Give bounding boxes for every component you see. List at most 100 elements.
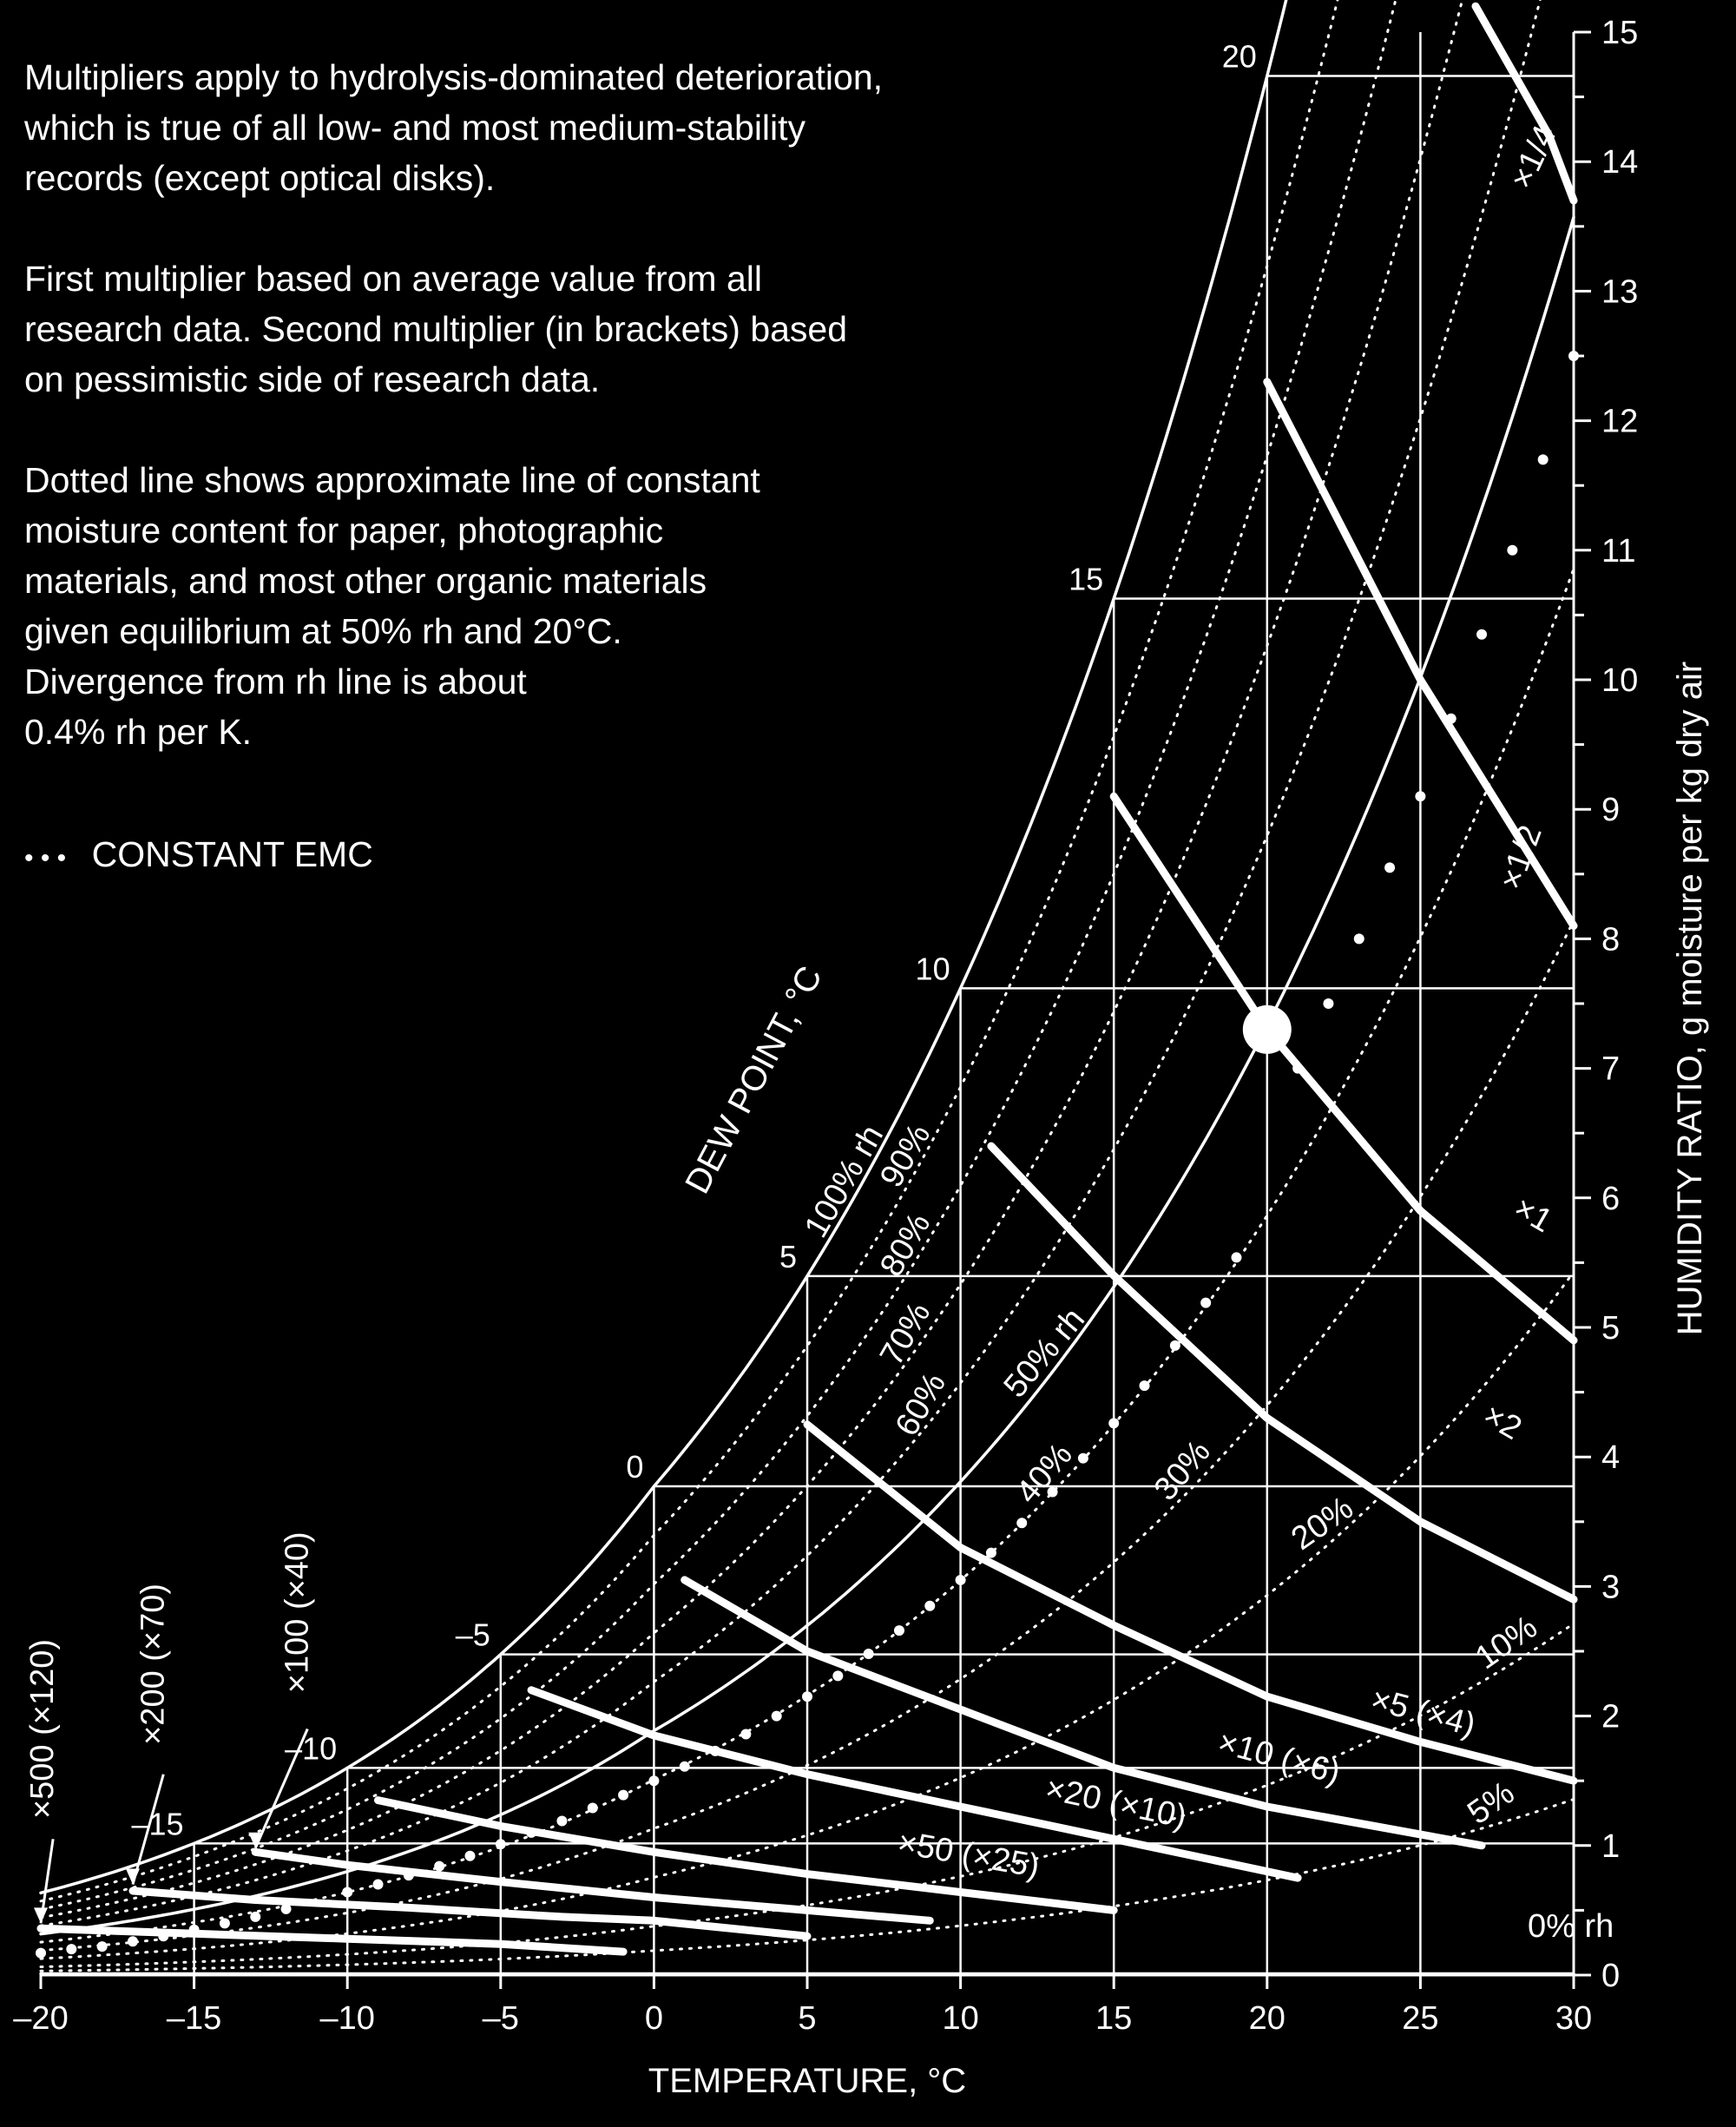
multiplier-curve: [803, 1420, 1578, 1785]
multiplier-curve: [987, 1142, 1578, 1603]
emc-point: [1139, 1380, 1150, 1392]
emc-point: [1445, 713, 1457, 724]
emc-point: [250, 1911, 261, 1922]
rh-curve: [39, 0, 1397, 1911]
multiplier-curve: [251, 1847, 934, 1925]
rh-curve-label: 30%: [1147, 1433, 1218, 1507]
x-tick-label: 25: [1402, 2000, 1438, 2037]
y-tick-label: 1: [1601, 1828, 1620, 1865]
rh-curve-label: 5%: [1461, 1775, 1521, 1832]
y-tick-label: 8: [1601, 921, 1620, 958]
multiplier-label: ×50 (×25): [895, 1824, 1042, 1885]
multiplier-arrow: [131, 1774, 165, 1885]
emc-point: [679, 1761, 690, 1772]
dewpoint-axis-title: DEW POINT, °C: [678, 960, 830, 1200]
emc-point: [1507, 544, 1518, 556]
y-tick-label: 5: [1601, 1310, 1620, 1347]
y-tick-label: 4: [1601, 1439, 1620, 1476]
y-tick-label: 7: [1601, 1051, 1620, 1088]
multiplier-label: ×10 (×6): [1214, 1724, 1345, 1792]
rh-curve: [39, 0, 1288, 1895]
emc-point: [648, 1775, 660, 1787]
emc-point: [893, 1625, 904, 1636]
y-tick-label: 0: [1601, 1958, 1620, 1994]
rh-curve-label: 10%: [1469, 1609, 1543, 1676]
rh-curve: [39, 0, 1464, 1920]
multiplier-curve: [681, 1576, 1486, 1850]
emc-point: [1353, 933, 1364, 945]
multiplier-curve: [374, 1796, 1118, 1914]
multiplier-label: ×500 (×120): [24, 1639, 61, 1819]
multiplier-label: ×2: [1476, 1397, 1528, 1447]
emc-point: [1108, 1418, 1120, 1429]
y-tick-label: 12: [1601, 404, 1638, 440]
arrow-head: [34, 1907, 48, 1924]
y-tick-label: 15: [1601, 15, 1638, 51]
arrow-head: [248, 1832, 263, 1848]
multiplier-curve: [1263, 378, 1578, 930]
emc-point: [1200, 1297, 1212, 1308]
emc-point: [985, 1547, 996, 1558]
emc-point: [1016, 1518, 1028, 1529]
x-tick-label: 5: [798, 2000, 816, 2037]
x-tick-label: –20: [13, 2000, 68, 2037]
dewpoint-label: 20: [1222, 38, 1257, 74]
multiplier-label: ×100 (×40): [279, 1531, 315, 1693]
multiplier-curve: [527, 1686, 1302, 1882]
emc-point: [127, 1936, 138, 1947]
emc-point: [1292, 1063, 1304, 1074]
emc-point: [188, 1924, 200, 1935]
x-tick-label: 30: [1555, 2000, 1592, 2037]
multiplier-label: ×1/2: [1493, 820, 1549, 894]
y-tick-label: 10: [1601, 662, 1638, 699]
rh-curve: [39, 1622, 1575, 1968]
dewpoint-label: 10: [916, 951, 950, 986]
emc-point: [587, 1802, 598, 1814]
dewpoint-label: –15: [132, 1806, 184, 1841]
emc-point: [495, 1839, 506, 1850]
x-tick-label: –10: [319, 2000, 374, 2037]
dewpoint-label: 5: [779, 1239, 797, 1274]
emc-point: [464, 1850, 476, 1861]
emc-point: [1384, 862, 1396, 873]
rh-curve: [39, 0, 1542, 1927]
multiplier-curve: [1471, 2, 1578, 205]
x-tick-label: 0: [645, 2000, 663, 2037]
emc-point: [710, 1745, 721, 1756]
rh-curve-label: 0% rh: [1528, 1908, 1614, 1945]
emc-point: [158, 1931, 169, 1942]
emc-point: [1077, 1452, 1088, 1464]
arrow-head: [125, 1868, 140, 1885]
emc-point: [434, 1860, 445, 1872]
rh-curve-label: 90%: [873, 1118, 937, 1194]
multiplier-label: ×200 (×70): [135, 1584, 171, 1745]
emc-point: [372, 1879, 384, 1890]
emc-point: [863, 1648, 874, 1659]
emc-point: [1169, 1340, 1180, 1351]
multiplier-curve: [128, 1887, 812, 1940]
emc-point: [280, 1903, 292, 1914]
multiplier-curves-layer: [36, 2, 1578, 1956]
x-tick-label: –15: [167, 2000, 221, 2037]
note-hydrolysis: Multipliers apply to hydrolysis-dominate…: [24, 57, 884, 198]
emc-point: [1047, 1486, 1058, 1498]
emc-point: [342, 1887, 353, 1898]
emc-point: [403, 1870, 414, 1881]
emc-point: [1323, 998, 1334, 1009]
emc-point: [771, 1710, 782, 1722]
y-tick-label: 11: [1601, 533, 1635, 570]
dewpoint-label: 0: [626, 1449, 643, 1485]
rh-curve-label: 100% rh: [798, 1119, 891, 1244]
multiplier-curve: [1109, 792, 1578, 1345]
emc-point: [832, 1670, 844, 1682]
x-tick-label: –5: [483, 2000, 519, 2037]
emc-point: [556, 1815, 568, 1827]
y-tick-label: 9: [1601, 792, 1620, 828]
emc-legend-label: CONSTANT EMC: [91, 834, 373, 874]
reference-point: [1242, 1004, 1292, 1054]
emc-point: [802, 1691, 812, 1702]
y-tick-label: 14: [1601, 144, 1638, 181]
emc-point: [1537, 454, 1549, 465]
emc-point: [36, 1947, 46, 1959]
